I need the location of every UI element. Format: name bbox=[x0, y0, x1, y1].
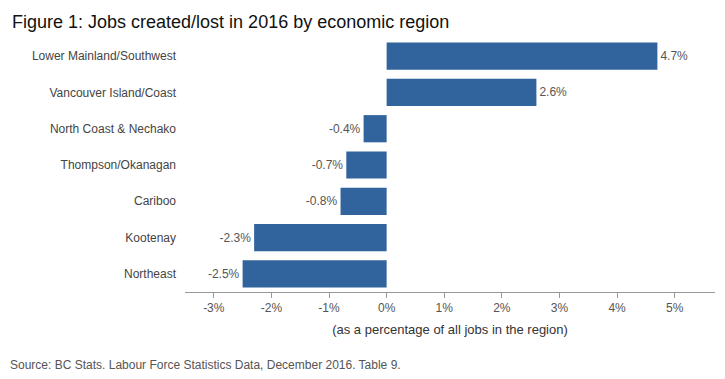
svg-text:1%: 1% bbox=[436, 301, 454, 315]
svg-text:-2.3%: -2.3% bbox=[219, 231, 251, 245]
svg-text:2.6%: 2.6% bbox=[539, 85, 567, 99]
svg-text:-0.4%: -0.4% bbox=[329, 122, 361, 136]
svg-text:0%: 0% bbox=[378, 301, 396, 315]
svg-text:Kootenay: Kootenay bbox=[125, 231, 176, 245]
svg-text:North Coast & Nechako: North Coast & Nechako bbox=[50, 122, 176, 136]
svg-text:Northeast: Northeast bbox=[124, 267, 177, 281]
svg-text:Figure 1: Jobs created/lost in: Figure 1: Jobs created/lost in 2016 by e… bbox=[12, 12, 449, 32]
svg-text:Thompson/Okanagan: Thompson/Okanagan bbox=[61, 158, 176, 172]
svg-text:-0.8%: -0.8% bbox=[306, 194, 338, 208]
svg-text:2%: 2% bbox=[493, 301, 511, 315]
svg-text:Vancouver Island/Coast: Vancouver Island/Coast bbox=[49, 86, 176, 100]
svg-text:4.7%: 4.7% bbox=[660, 49, 688, 63]
svg-text:-2%: -2% bbox=[261, 301, 283, 315]
svg-text:Lower Mainland/Southwest: Lower Mainland/Southwest bbox=[32, 49, 177, 63]
svg-text:-0.7%: -0.7% bbox=[312, 158, 344, 172]
svg-text:-2.5%: -2.5% bbox=[208, 267, 240, 281]
svg-text:4%: 4% bbox=[608, 301, 626, 315]
svg-text:-3%: -3% bbox=[203, 301, 225, 315]
svg-text:Cariboo: Cariboo bbox=[134, 194, 176, 208]
svg-text:(as a percentage of all jobs i: (as a percentage of all jobs in the regi… bbox=[332, 322, 568, 337]
svg-text:Source: BC Stats. Labour Force: Source: BC Stats. Labour Force Statistic… bbox=[10, 358, 401, 372]
svg-text:3%: 3% bbox=[551, 301, 569, 315]
svg-text:5%: 5% bbox=[666, 301, 684, 315]
svg-text:-1%: -1% bbox=[318, 301, 340, 315]
